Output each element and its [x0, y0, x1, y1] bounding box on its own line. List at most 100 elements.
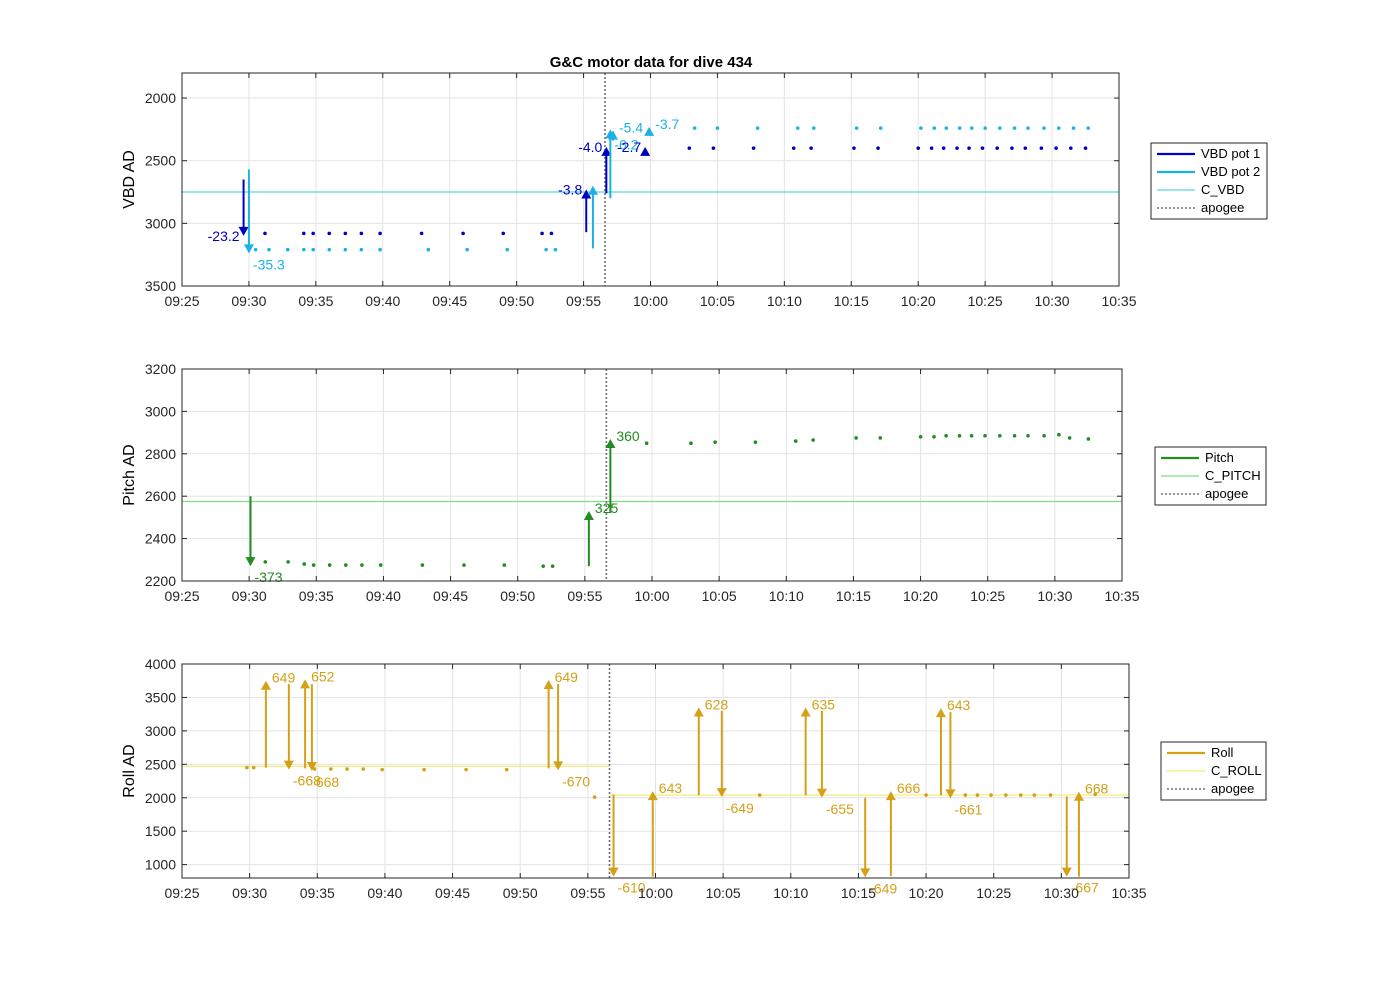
data-point — [1026, 126, 1030, 130]
data-point — [644, 441, 649, 446]
x-tick-label: 10:35 — [1101, 293, 1136, 309]
x-tick-label: 10:35 — [1104, 588, 1139, 604]
data-point — [812, 126, 816, 130]
data-point — [692, 126, 697, 130]
arrow-head — [553, 761, 564, 771]
arrow-label: -649 — [869, 880, 897, 896]
legend-box — [1150, 142, 1268, 220]
data-point — [465, 247, 469, 252]
data-point — [919, 126, 923, 130]
arrow-head — [581, 189, 592, 199]
y-tick-label: 1500 — [145, 823, 176, 839]
arrow-label: -655 — [826, 801, 854, 817]
y-tick-label: 2500 — [145, 756, 176, 772]
arrow-head — [945, 789, 956, 799]
data-point — [541, 564, 546, 568]
data-point — [302, 231, 306, 236]
data-point — [544, 247, 548, 252]
x-tick-label: 09:40 — [366, 588, 401, 604]
arrow-head — [283, 760, 294, 770]
arrow-label: -35.3 — [253, 256, 285, 272]
x-tick-label: 10:05 — [706, 885, 741, 901]
x-tick-label: 09:30 — [231, 293, 266, 309]
panel-3: 649 -668 652 668 649 -670 -610 643 628 -649 635 -65… — [121, 656, 1267, 901]
data-point — [462, 563, 466, 567]
data-point — [1012, 433, 1017, 438]
data-point — [811, 438, 815, 442]
x-tick-label: 10:20 — [909, 885, 944, 901]
legend-label: Pitch — [1205, 450, 1234, 465]
data-point — [918, 435, 923, 439]
data-point — [793, 439, 798, 443]
data-point — [380, 767, 385, 772]
arrow-head — [1073, 791, 1084, 801]
x-tick-label: 10:30 — [1035, 293, 1070, 309]
x-tick-label: 10:15 — [834, 293, 869, 309]
data-point — [809, 146, 813, 150]
arrow-head — [693, 707, 704, 717]
data-point — [312, 767, 317, 771]
arrow-head — [583, 511, 594, 521]
x-tick-label: 09:55 — [567, 588, 602, 604]
data-point — [1054, 146, 1058, 150]
data-point — [924, 793, 928, 797]
data-point — [932, 126, 937, 130]
data-point — [426, 247, 431, 252]
y-tick-label: 3500 — [145, 278, 176, 294]
arrow-label: 652 — [311, 668, 335, 684]
arrow-head — [860, 868, 871, 878]
data-point — [251, 765, 256, 770]
y-tick-label: 2400 — [145, 531, 176, 547]
data-point — [757, 793, 762, 797]
y-axis-label: VBD AD — [121, 150, 138, 209]
data-point — [1018, 793, 1023, 797]
y-tick-label: 2000 — [145, 90, 176, 106]
arrow-head — [716, 788, 727, 798]
data-point — [975, 793, 980, 797]
data-point — [422, 767, 426, 772]
x-tick-label: 10:30 — [1044, 885, 1079, 901]
arrow-head — [640, 146, 651, 156]
data-point — [1032, 793, 1037, 797]
data-point — [553, 247, 558, 252]
data-point — [932, 435, 936, 439]
data-point — [549, 231, 554, 236]
data-point — [995, 146, 999, 150]
x-tick-label: 10:10 — [769, 588, 804, 604]
data-point — [1039, 146, 1044, 150]
x-tick-label: 10:00 — [634, 588, 669, 604]
arrow-head — [935, 708, 946, 718]
data-point — [711, 146, 716, 150]
arrow-head — [605, 438, 616, 448]
x-tick-label: 09:30 — [232, 588, 267, 604]
arrow-head — [300, 679, 311, 689]
data-point — [461, 231, 465, 236]
x-tick-label: 10:05 — [702, 588, 737, 604]
data-point — [378, 563, 383, 567]
x-tick-label: 09:45 — [433, 588, 468, 604]
arrow-head — [245, 557, 256, 567]
arrow-label: -667 — [1071, 880, 1099, 896]
arrow-label: 628 — [705, 696, 729, 712]
data-point — [302, 562, 307, 566]
panel-2: -373 325 360 09:25 09:30 09:35 09:40 09:45 09:50… — [121, 361, 1267, 604]
data-point — [464, 767, 468, 772]
data-point — [998, 433, 1002, 438]
data-point — [1012, 126, 1017, 130]
arrow-label: -661 — [954, 801, 982, 817]
x-tick-label: 10:25 — [976, 885, 1011, 901]
legend-label: apogee — [1211, 781, 1254, 796]
data-point — [916, 146, 921, 150]
data-point — [360, 563, 364, 567]
x-tick-label: 09:35 — [298, 293, 333, 309]
y-axis-label: Pitch AD — [121, 444, 138, 505]
arrow-label: -3.7 — [655, 116, 679, 132]
x-tick-label: 09:50 — [500, 588, 535, 604]
data-point — [1042, 126, 1046, 130]
y-tick-label: 3000 — [145, 403, 176, 419]
data-point — [1004, 793, 1008, 797]
chart-title: G&C motor data for dive 434 — [550, 54, 753, 71]
data-point — [1069, 146, 1073, 150]
arrow-head — [1061, 867, 1072, 877]
